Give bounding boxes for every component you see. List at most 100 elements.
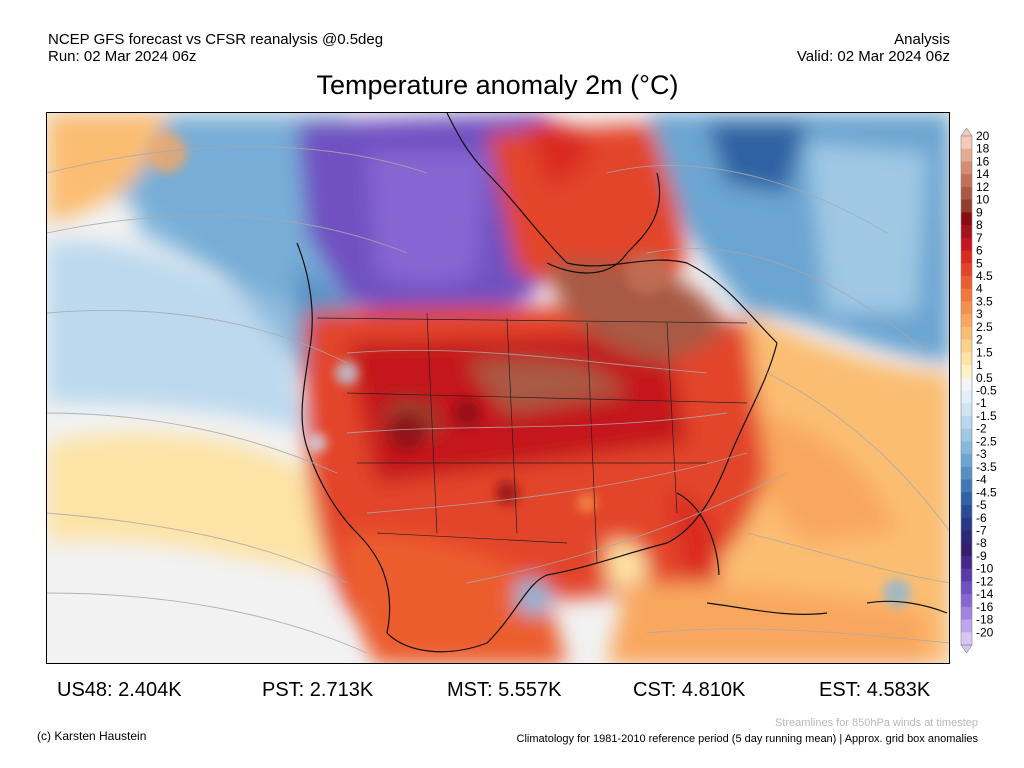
map-title: Temperature anomaly 2m (°C) bbox=[316, 70, 679, 100]
colorbar-frame bbox=[960, 135, 973, 646]
colorbar-tick-label: 9 bbox=[976, 205, 983, 219]
stat-est: EST: 4.583K bbox=[819, 679, 931, 701]
colorbar-swatch bbox=[961, 377, 972, 391]
colorbar-tick-label: 0.5 bbox=[976, 371, 993, 385]
colorbar-swatch bbox=[961, 212, 972, 226]
colorbar-tick-label: -2.5 bbox=[976, 434, 997, 448]
colorbar-tick-label: -5 bbox=[976, 498, 987, 512]
colorbar-tick-label: 20 bbox=[976, 129, 990, 143]
colorbar-tick-label: -1 bbox=[976, 396, 987, 410]
colorbar-swatch bbox=[961, 326, 972, 340]
colorbar-tick-label: -3 bbox=[976, 447, 987, 461]
colorbar-tick-label: 5 bbox=[976, 256, 983, 270]
colorbar-swatch bbox=[961, 606, 972, 620]
colorbar-swatch bbox=[961, 530, 972, 544]
colorbar-tick-label: -8 bbox=[976, 536, 987, 550]
colorbar-tick-label: -12 bbox=[976, 574, 994, 588]
colorbar-swatch bbox=[961, 619, 972, 633]
colorbar-tick-label: 18 bbox=[976, 142, 990, 156]
colorbar-swatch bbox=[961, 225, 972, 239]
copyright: (c) Karsten Haustein bbox=[37, 729, 147, 743]
stat-pst: PST: 2.713K bbox=[262, 679, 374, 701]
colorbar-swatch bbox=[961, 136, 972, 150]
stat-cst: CST: 4.810K bbox=[633, 679, 746, 701]
colorbar-swatch bbox=[961, 555, 972, 570]
colorbar-swatch bbox=[961, 454, 972, 468]
colorbar-swatch bbox=[961, 479, 972, 493]
colorbar-bottom-arrow bbox=[960, 644, 973, 654]
colorbar-swatch bbox=[961, 339, 972, 353]
colorbar-tick-label: -20 bbox=[976, 625, 994, 639]
colorbar-tick-label: 2.5 bbox=[976, 320, 993, 334]
colorbar-tick-label: -3.5 bbox=[976, 460, 997, 474]
model-description: NCEP GFS forecast vs CFSR reanalysis @0.… bbox=[48, 31, 384, 48]
colorbar-tick-label: -4.5 bbox=[976, 485, 997, 499]
wind-streamlines bbox=[47, 146, 949, 654]
colorbar-tick-label: 4.5 bbox=[976, 269, 993, 283]
colorbar-tick-label: 14 bbox=[976, 167, 990, 181]
colorbar-tick-label: -0.5 bbox=[976, 384, 997, 398]
colorbar-swatch bbox=[961, 199, 972, 213]
anomaly-field bbox=[47, 113, 949, 663]
colorbar-tick-label: 4 bbox=[976, 282, 983, 296]
colorbar-swatch bbox=[961, 441, 972, 455]
colorbar-swatch bbox=[961, 428, 972, 442]
colorbar-swatch bbox=[961, 186, 972, 201]
colorbar-swatch bbox=[961, 352, 972, 366]
anomaly-map bbox=[46, 112, 950, 664]
colorbar-tick-label: -2 bbox=[976, 422, 987, 436]
colorbar-swatch bbox=[961, 288, 972, 302]
colorbar-tick-label: 1 bbox=[976, 358, 983, 372]
colorbar-top-arrow bbox=[960, 127, 973, 137]
colorbar-swatch bbox=[961, 161, 972, 175]
colorbar-swatch bbox=[961, 301, 972, 315]
colorbar-swatch bbox=[961, 237, 972, 251]
colorbar-swatch bbox=[961, 390, 972, 404]
valid-time: Valid: 02 Mar 2024 06z bbox=[796, 48, 950, 65]
colorbar-tick-label: 10 bbox=[976, 193, 990, 207]
colorbar-tick-label: -14 bbox=[976, 587, 994, 601]
colorbar-tick-label: -10 bbox=[976, 562, 994, 576]
analysis-label: Analysis bbox=[894, 31, 950, 48]
colorbar-tick-label: -4 bbox=[976, 473, 987, 487]
header-left: NCEP GFS forecast vs CFSR reanalysis @0.… bbox=[48, 31, 383, 65]
colorbar-tick-label: -6 bbox=[976, 511, 987, 525]
colorbar-swatch bbox=[961, 250, 972, 264]
colorbar-tick-label: -9 bbox=[976, 549, 987, 563]
colorbar-swatch bbox=[961, 174, 972, 188]
colorbar-tick-label: 3 bbox=[976, 307, 983, 321]
colorbar-tick-label: 2 bbox=[976, 333, 983, 347]
colorbar-swatch bbox=[961, 275, 972, 290]
run-time: Run: 02 Mar 2024 06z bbox=[48, 48, 197, 65]
climatology-note: Climatology for 1981-2010 reference peri… bbox=[516, 733, 978, 745]
colorbar-swatch bbox=[961, 314, 972, 328]
colorbar-tick-label: 1.5 bbox=[976, 345, 993, 359]
stat-mst: MST: 5.557K bbox=[447, 679, 562, 701]
coastlines bbox=[296, 113, 948, 653]
colorbar-swatch bbox=[961, 365, 972, 379]
colorbar-swatch bbox=[961, 403, 972, 417]
colorbar: 20 18 16 14 12 10 9 8 7 6 5 4.5 4 3.5 3 2.5 2 1.5 1 0.5 -0.5… bbox=[958, 127, 1018, 654]
colorbar-tick-label: -18 bbox=[976, 613, 994, 627]
colorbar-swatch bbox=[961, 415, 972, 430]
colorbar-tick-label: -16 bbox=[976, 600, 994, 614]
colorbar-tick-label: -1.5 bbox=[976, 409, 997, 423]
colorbar-swatch bbox=[961, 594, 972, 608]
colorbar-tick-label: 3.5 bbox=[976, 294, 993, 308]
colorbar-tick-label: 12 bbox=[976, 180, 990, 194]
colorbar-swatch bbox=[961, 517, 972, 531]
colorbar-tick-label: 16 bbox=[976, 154, 990, 168]
colorbar-tick-label: 8 bbox=[976, 218, 983, 232]
colorbar-swatch bbox=[961, 632, 972, 646]
colorbar-tick-label: 7 bbox=[976, 231, 983, 245]
colorbar-tick-label: -7 bbox=[976, 523, 987, 537]
colorbar-swatch bbox=[961, 492, 972, 506]
colorbar-swatch bbox=[961, 505, 972, 519]
footer-notes: Streamlines for 850hPa winds at timestep… bbox=[517, 715, 978, 747]
colorbar-swatch bbox=[961, 148, 972, 162]
colorbar-swatch bbox=[961, 543, 972, 557]
colorbar-swatch bbox=[961, 568, 972, 582]
colorbar-swatch bbox=[961, 263, 972, 277]
regional-averages: US48: 2.404K PST: 2.713K MST: 5.557K CST… bbox=[0, 679, 1024, 705]
header-right: Analysis Valid: 02 Mar 2024 06z bbox=[797, 31, 950, 65]
